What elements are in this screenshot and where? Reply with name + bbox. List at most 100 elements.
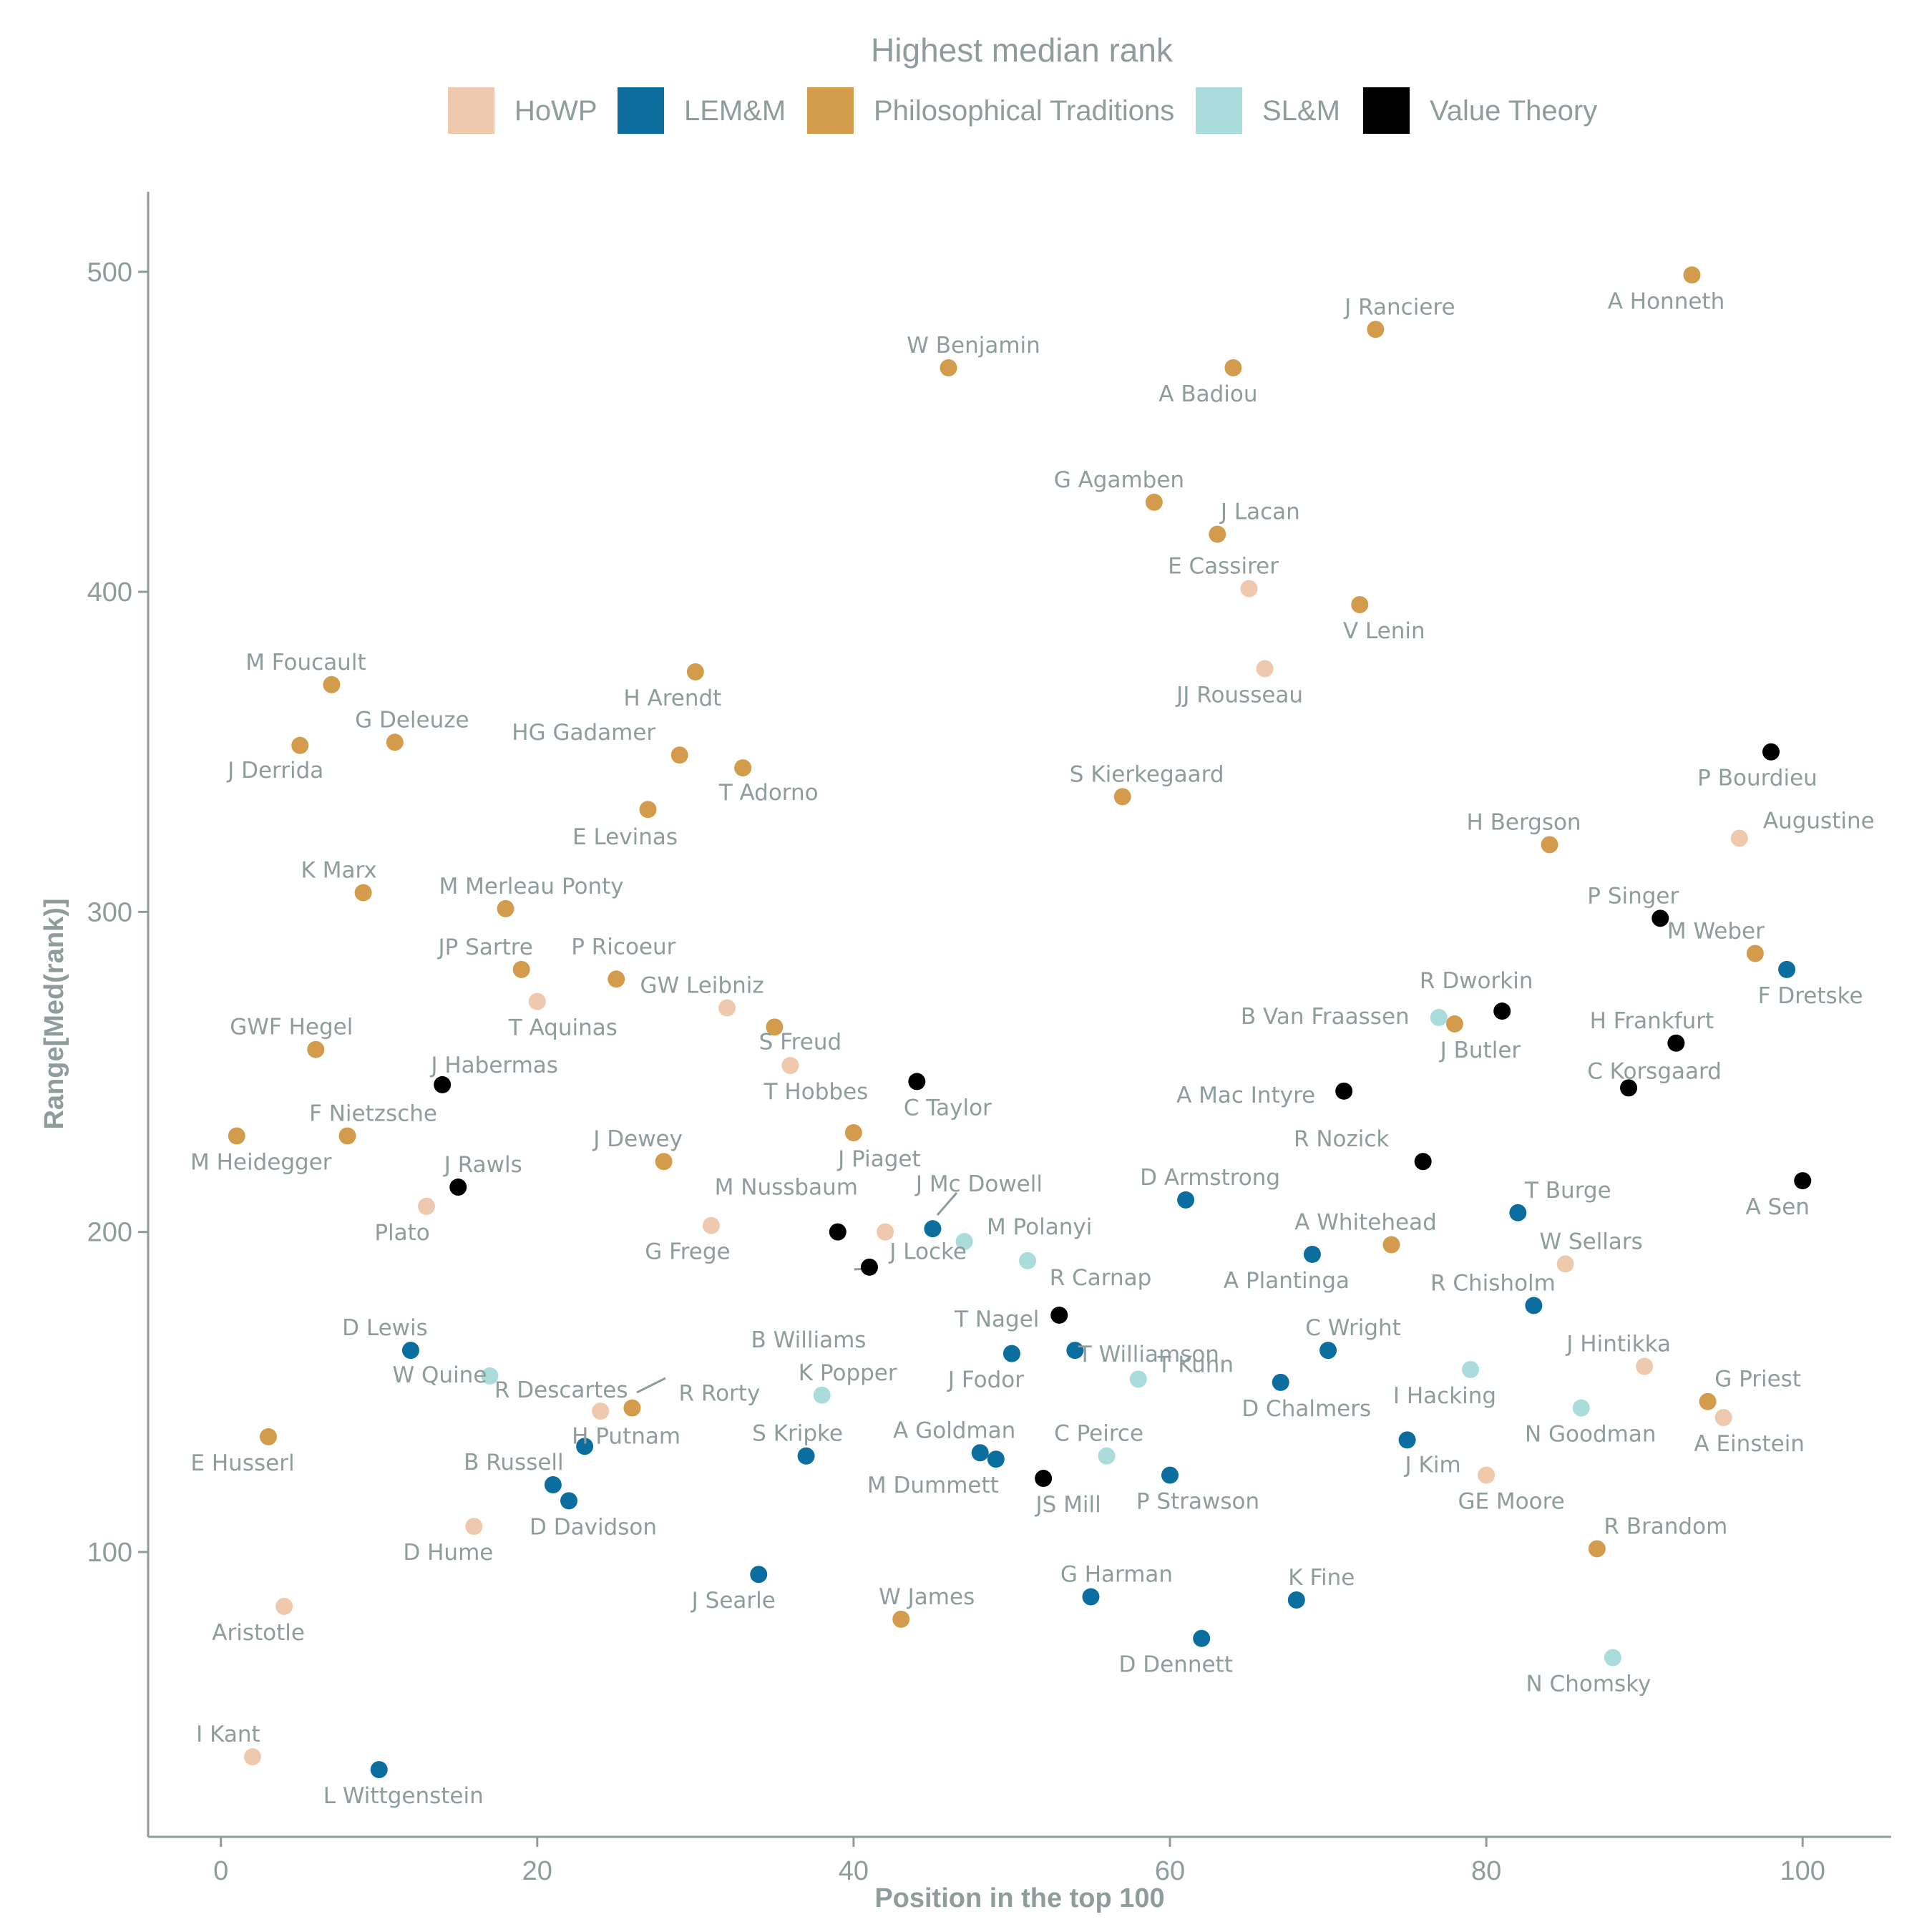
point-m-polanyi: [955, 1233, 973, 1251]
point-j-derrida: [291, 736, 309, 754]
point-w-sellars: [1556, 1255, 1574, 1273]
point-label-k-marx: K Marx: [301, 858, 377, 884]
legend-swatch-lem-m: [618, 87, 664, 134]
point-label-w-james: W James: [879, 1584, 975, 1610]
point-label-m-polanyi: M Polanyi: [987, 1214, 1092, 1240]
point-jp-sartre: [512, 960, 530, 978]
data-points: [228, 266, 1812, 1779]
point-label-aristotle: Aristotle: [212, 1620, 305, 1646]
label-connector-j-mc-dowell: [936, 1192, 958, 1216]
point-g-agamben: [1145, 493, 1163, 511]
point-j-kim: [1398, 1431, 1416, 1449]
point-label-d-chalmers: D Chalmers: [1241, 1396, 1371, 1422]
point-label-h-bergson: H Bergson: [1466, 809, 1581, 835]
legend-label-howp: HoWP: [514, 95, 597, 127]
point-label-d-dennett: D Dennett: [1119, 1652, 1233, 1678]
point-label-m-weber: M Weber: [1667, 919, 1765, 945]
x-axis-title: Position in the top 100: [874, 1883, 1164, 1913]
point-j-locke: [877, 1223, 894, 1241]
point-a-sen: [1794, 1172, 1812, 1190]
point-n-goodman: [1572, 1399, 1590, 1417]
point-s-freud: [766, 1018, 784, 1036]
point-label-k-popper: K Popper: [799, 1360, 897, 1386]
point-label-b-van-fraassen: B Van Fraassen: [1241, 1004, 1410, 1030]
point-p-ricoeur: [608, 970, 625, 988]
point-p-singer: [1652, 909, 1669, 927]
point-label-js-mill: JS Mill: [1035, 1492, 1101, 1518]
point-label-v-lenin: V Lenin: [1343, 618, 1425, 644]
point-label-hg-gadamer: HG Gadamer: [512, 720, 655, 746]
point-c-peirce: [1098, 1447, 1116, 1465]
point-label-r-chisholm: R Chisholm: [1430, 1271, 1556, 1297]
point-t-williamson: [1066, 1342, 1084, 1360]
point-j-searle: [750, 1566, 768, 1584]
point-e-cassirer: [1240, 580, 1258, 597]
point-label-augustine: Augustine: [1763, 808, 1875, 834]
legend-swatch-philosophical-traditions: [807, 87, 854, 134]
point-j-piaget: [844, 1123, 862, 1141]
point-label-w-quine: W Quine: [393, 1362, 487, 1388]
legend-label-sl-m: SL&M: [1262, 95, 1340, 127]
point-label-ge-moore: GE Moore: [1458, 1489, 1564, 1515]
point-label-k-fine: K Fine: [1288, 1565, 1355, 1591]
point-label-h-frankfurt: H Frankfurt: [1590, 1008, 1714, 1034]
point-j-rawls: [449, 1179, 467, 1196]
legend-label-value-theory: Value Theory: [1430, 95, 1597, 127]
point-g-deleuze: [386, 733, 404, 751]
point-j-fodor: [1002, 1345, 1020, 1362]
point-label-s-kierkegaard: S Kierkegaard: [1070, 761, 1224, 787]
y-tick-label: 200: [87, 1218, 132, 1248]
point-f-dretske: [1778, 960, 1796, 978]
point-label-g-agamben: G Agamben: [1054, 467, 1184, 493]
point-m-dummett: [987, 1450, 1005, 1468]
point-label-c-taylor: C Taylor: [904, 1095, 992, 1121]
point-label-j-locke: J Locke: [888, 1239, 967, 1265]
point-a-honneth: [1683, 266, 1701, 284]
legend-label-lem-m: LEM&M: [684, 95, 786, 127]
axes: 0 20 40 60 80 100 100 200 300 400 500 Position in…: [39, 192, 1891, 1913]
point-label-w-sellars: W Sellars: [1539, 1229, 1642, 1254]
point-label-i-kant: I Kant: [196, 1722, 260, 1747]
point-hg-gadamer: [670, 746, 688, 764]
point-j-mc-dowell: [924, 1220, 942, 1238]
point-label-r-carnap: R Carnap: [1050, 1265, 1152, 1291]
point-t-kuhn: [1129, 1370, 1147, 1388]
x-tick-label: 40: [839, 1856, 869, 1886]
point-label-a-sen: A Sen: [1745, 1194, 1809, 1220]
point-k-marx: [354, 884, 372, 902]
point-c-wright: [1319, 1342, 1337, 1360]
point-label-j-piaget: J Piaget: [836, 1146, 921, 1172]
point-m-foucault: [323, 675, 341, 693]
point-t-aquinas: [528, 992, 546, 1010]
point-label-n-goodman: N Goodman: [1525, 1422, 1657, 1448]
point-d-davidson: [560, 1492, 577, 1510]
point-j-habermas: [434, 1075, 452, 1093]
point-label-a-plantinga: A Plantinga: [1224, 1268, 1350, 1294]
point-p-bourdieu: [1762, 743, 1780, 761]
point-gw-leibniz: [718, 999, 736, 1017]
point-label-e-cassirer: E Cassirer: [1168, 554, 1279, 580]
point-jj-rousseau: [1256, 660, 1274, 678]
point-label-d-armstrong: D Armstrong: [1140, 1165, 1280, 1191]
point-t-adorno: [734, 759, 752, 777]
y-tick-label: 500: [87, 258, 132, 288]
point-r-chisholm: [1525, 1297, 1543, 1314]
point-label-j-fodor: J Fodor: [947, 1367, 1024, 1393]
point-ge-moore: [1478, 1466, 1496, 1484]
point-label-g-harman: G Harman: [1060, 1562, 1173, 1588]
point-label-a-einstein: A Einstein: [1694, 1431, 1805, 1457]
point-p-strawson: [1161, 1466, 1179, 1484]
point-r-nozick: [1414, 1153, 1432, 1171]
point-c-taylor: [908, 1073, 926, 1091]
point-e-levinas: [639, 801, 657, 819]
point-label-gwf-hegel: GWF Hegel: [230, 1015, 353, 1040]
point-j-lacan: [1209, 525, 1226, 543]
point-b-van-fraassen: [1430, 1008, 1448, 1026]
point-n-chomsky: [1604, 1649, 1621, 1667]
point-label-r-descartes: R Descartes: [494, 1377, 628, 1403]
point-label-t-hobbes: T Hobbes: [763, 1079, 869, 1105]
point-augustine: [1730, 829, 1748, 847]
label-connector-r-rorty: [636, 1377, 666, 1394]
point-l-wittgenstein: [370, 1761, 388, 1779]
